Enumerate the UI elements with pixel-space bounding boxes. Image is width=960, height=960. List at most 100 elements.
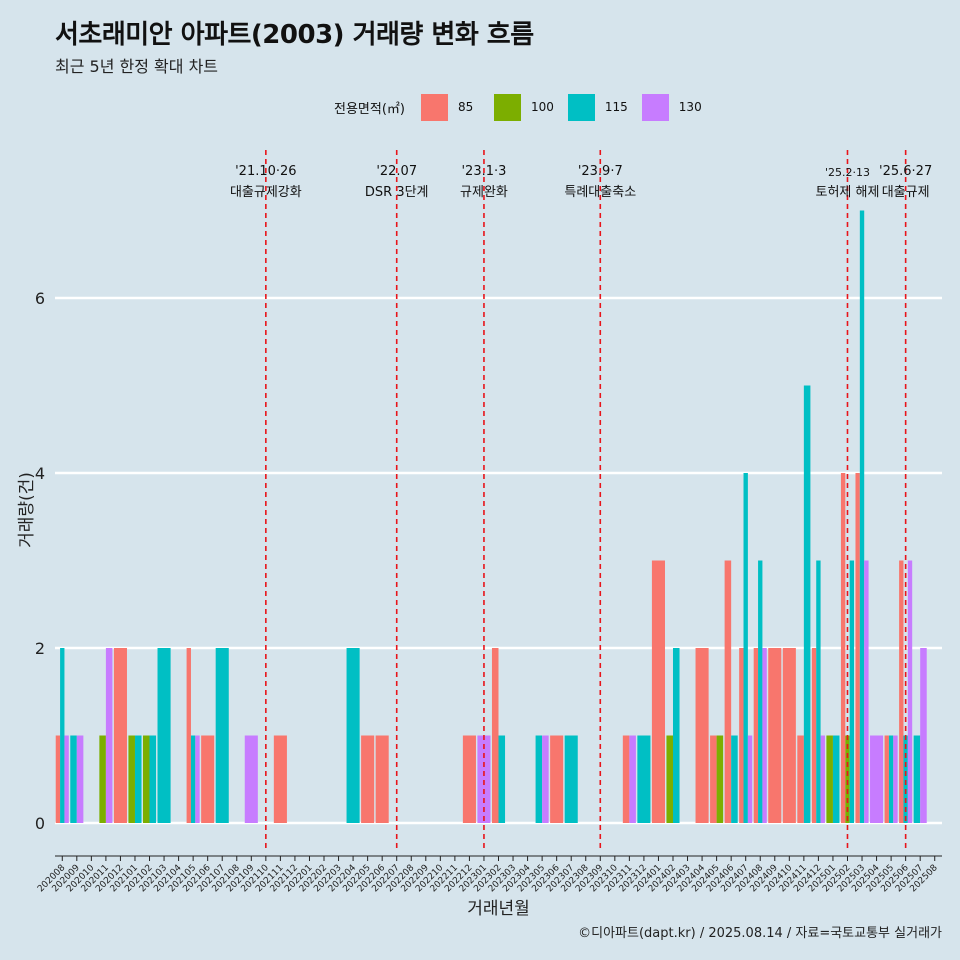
bar-202505-130 <box>893 735 898 823</box>
bar-202302-115 <box>498 735 506 823</box>
bar-202206-85 <box>375 735 389 823</box>
legend-label-115: 115 <box>604 100 628 114</box>
legend-label-100: 100 <box>530 100 554 114</box>
event-date-label: '25.2·13 <box>825 166 870 179</box>
bar-202012-85 <box>113 648 127 823</box>
bar-202312-115 <box>637 735 651 823</box>
bar-202412-85 <box>811 648 817 823</box>
bar-202306-85 <box>550 735 564 823</box>
legend-label-130: 130 <box>678 100 702 114</box>
bar-202408-115 <box>758 560 763 823</box>
bar-202311-130 <box>629 735 636 823</box>
bar-202405-85 <box>710 735 717 823</box>
bar-202506-130 <box>907 560 913 823</box>
bar-202406-85 <box>724 560 732 823</box>
bar-202109-130 <box>244 735 258 823</box>
legend-item-100: 100 <box>493 93 554 121</box>
bar-202008-85 <box>55 735 61 823</box>
bar-202405-100 <box>716 735 724 823</box>
chart-title: 서초래미안 아파트(2003) 거래량 변화 흐름 <box>55 20 534 50</box>
bar-202502-115 <box>849 560 855 823</box>
bar-202212-85 <box>462 735 476 823</box>
event-date-label: '25.6·27 <box>879 164 932 179</box>
bar-202009-115 <box>70 735 77 823</box>
bar-202507-130 <box>920 648 927 823</box>
bar-202204-115 <box>346 648 360 823</box>
bar-202008-130 <box>64 735 69 823</box>
y-axis-title: 거래량(건) <box>17 472 37 548</box>
event-name-label: DSR 3단계 <box>365 185 429 200</box>
legend-item-130: 130 <box>641 93 702 121</box>
event-date-label: '23.1·3 <box>461 164 506 179</box>
bar-202501-100 <box>826 735 833 823</box>
bar-202507-115 <box>913 735 921 823</box>
y-tick-label: 2 <box>35 639 45 658</box>
bar-202506-85 <box>899 560 904 823</box>
bar-202408-130 <box>762 648 767 823</box>
event-date-label: '21.10·26 <box>235 164 296 179</box>
bar-202503-115 <box>859 210 865 823</box>
bar-202412-115 <box>816 560 821 823</box>
bar-202305-115 <box>535 735 543 823</box>
bar-202503-85 <box>855 473 860 823</box>
event-name-label: 대출규제 <box>882 185 930 200</box>
legend-item-115: 115 <box>567 93 628 121</box>
event-date-label: '23.9·7 <box>578 164 623 179</box>
y-tick-label: 6 <box>35 289 45 308</box>
bar-202205-85 <box>361 735 375 823</box>
bar-202402-115 <box>672 648 680 823</box>
bar-202009-130 <box>76 735 84 823</box>
bar-202105-130 <box>195 735 200 823</box>
bar-202105-115 <box>190 735 196 823</box>
bar-202407-85 <box>739 648 744 823</box>
bar-202102-115 <box>149 735 157 823</box>
bar-202311-85 <box>622 735 630 823</box>
bar-202011-100 <box>99 735 106 823</box>
bar-202501-115 <box>832 735 840 823</box>
legend: 전용면적(㎡) 85 100 115 130 <box>334 93 708 121</box>
bar-202307-115 <box>564 735 578 823</box>
bar-202105-85 <box>186 648 191 823</box>
bar-202502-100 <box>845 735 850 823</box>
bar-202410-85 <box>782 648 796 823</box>
legend-swatch-130 <box>641 93 669 121</box>
event-name-label: 규제완화 <box>460 185 508 200</box>
chart-subtitle: 최근 5년 한정 확대 차트 <box>55 57 219 76</box>
bar-202106-85 <box>201 735 215 823</box>
event-name-label: 토허제 해제 <box>816 185 880 200</box>
bar-202505-85 <box>884 735 889 823</box>
bar-202407-130 <box>747 735 753 823</box>
bar-202302-85 <box>491 648 499 823</box>
bar-202008-115 <box>60 648 65 823</box>
event-name-label: 특례대출축소 <box>564 185 636 200</box>
bar-202411-85 <box>797 735 804 823</box>
bar-202111-85 <box>273 735 287 823</box>
bar-202404-85 <box>695 648 709 823</box>
x-axis-title: 거래년월 <box>467 899 530 919</box>
event-date-label: '22.07 <box>376 164 417 179</box>
bar-202401-85 <box>651 560 665 823</box>
bar-202011-130 <box>105 648 113 823</box>
bar-202503-130 <box>864 560 869 823</box>
bar-202406-115 <box>731 735 738 823</box>
bar-202504-130 <box>870 735 884 823</box>
bar-202411-115 <box>803 385 811 823</box>
event-name-label: 대출규제강화 <box>230 185 302 200</box>
bar-202502-85 <box>840 473 846 823</box>
bar-202402-100 <box>666 735 673 823</box>
bar-202408-85 <box>753 648 759 823</box>
bar-202101-115 <box>134 735 142 823</box>
legend-swatch-85 <box>420 93 448 121</box>
bar-202412-130 <box>820 735 825 823</box>
y-tick-label: 4 <box>35 464 45 483</box>
y-tick-label: 0 <box>35 814 45 833</box>
legend-label-85: 85 <box>457 100 474 114</box>
legend-item-85: 85 <box>420 93 480 121</box>
source-caption: ©디아파트(dapt.kr) / 2025.08.14 / 자료=국토교통부 실… <box>578 926 942 941</box>
bar-202505-115 <box>888 735 894 823</box>
bar-202103-115 <box>157 648 171 823</box>
bar-202101-100 <box>128 735 135 823</box>
bar-202102-100 <box>142 735 150 823</box>
legend-swatch-115 <box>567 93 595 121</box>
